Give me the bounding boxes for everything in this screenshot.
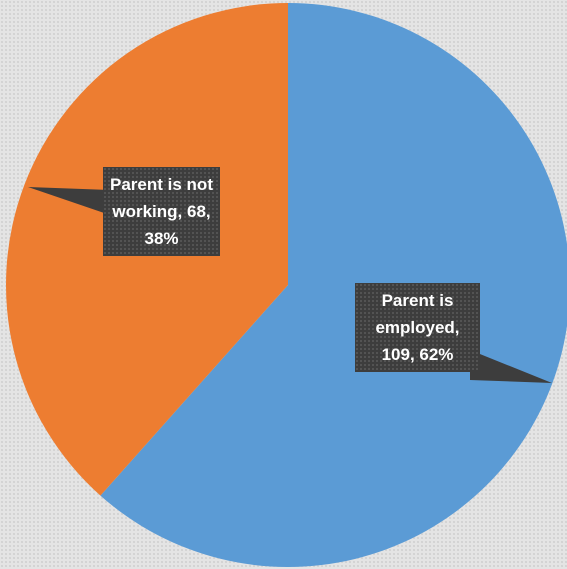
callout-pointer: [28, 187, 110, 215]
callout-pointer: [470, 350, 552, 383]
data-label: Parent is not working, 68, 38%: [103, 167, 220, 256]
pie-slice: [100, 3, 567, 567]
data-label: Parent is employed, 109, 62%: [355, 283, 480, 372]
